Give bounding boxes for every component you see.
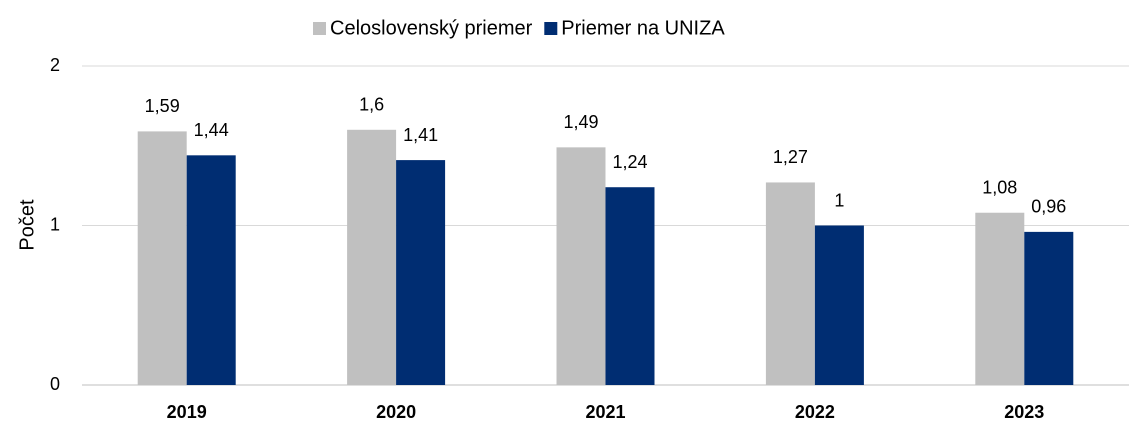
data-label: 1,44 (194, 120, 229, 140)
y-tick-label: 0 (50, 374, 60, 394)
bar (975, 212, 1025, 385)
legend-label: Celoslovenský priemer (330, 17, 533, 39)
data-label: 1,41 (403, 125, 438, 145)
bar (765, 182, 815, 385)
legend-label: Priemer na UNIZA (561, 17, 725, 39)
legend-swatch (544, 22, 558, 35)
data-label: 1,49 (563, 112, 598, 132)
bar (186, 155, 236, 385)
bar (556, 147, 606, 385)
y-axis-label: Počet (16, 199, 38, 251)
data-label: 1,59 (145, 96, 180, 116)
data-label: 1,27 (773, 147, 808, 167)
data-label: 1,24 (612, 152, 647, 172)
data-label: 1,08 (982, 177, 1017, 197)
legend-swatch (313, 22, 326, 35)
bar (347, 129, 397, 385)
x-tick-label: 2023 (1004, 402, 1044, 422)
bar (814, 225, 864, 385)
bar (605, 187, 655, 385)
bar (137, 131, 187, 385)
x-tick-label: 2021 (585, 402, 625, 422)
x-tick-label: 2020 (376, 402, 416, 422)
bar (396, 160, 446, 385)
y-tick-label: 2 (50, 55, 60, 75)
data-label: 1 (834, 190, 844, 210)
bar (1024, 231, 1074, 385)
data-label: 0,96 (1031, 197, 1066, 217)
data-label: 1,6 (359, 95, 384, 115)
y-tick-label: 1 (50, 214, 60, 234)
x-tick-label: 2022 (795, 402, 835, 422)
x-tick-label: 2019 (167, 402, 207, 422)
